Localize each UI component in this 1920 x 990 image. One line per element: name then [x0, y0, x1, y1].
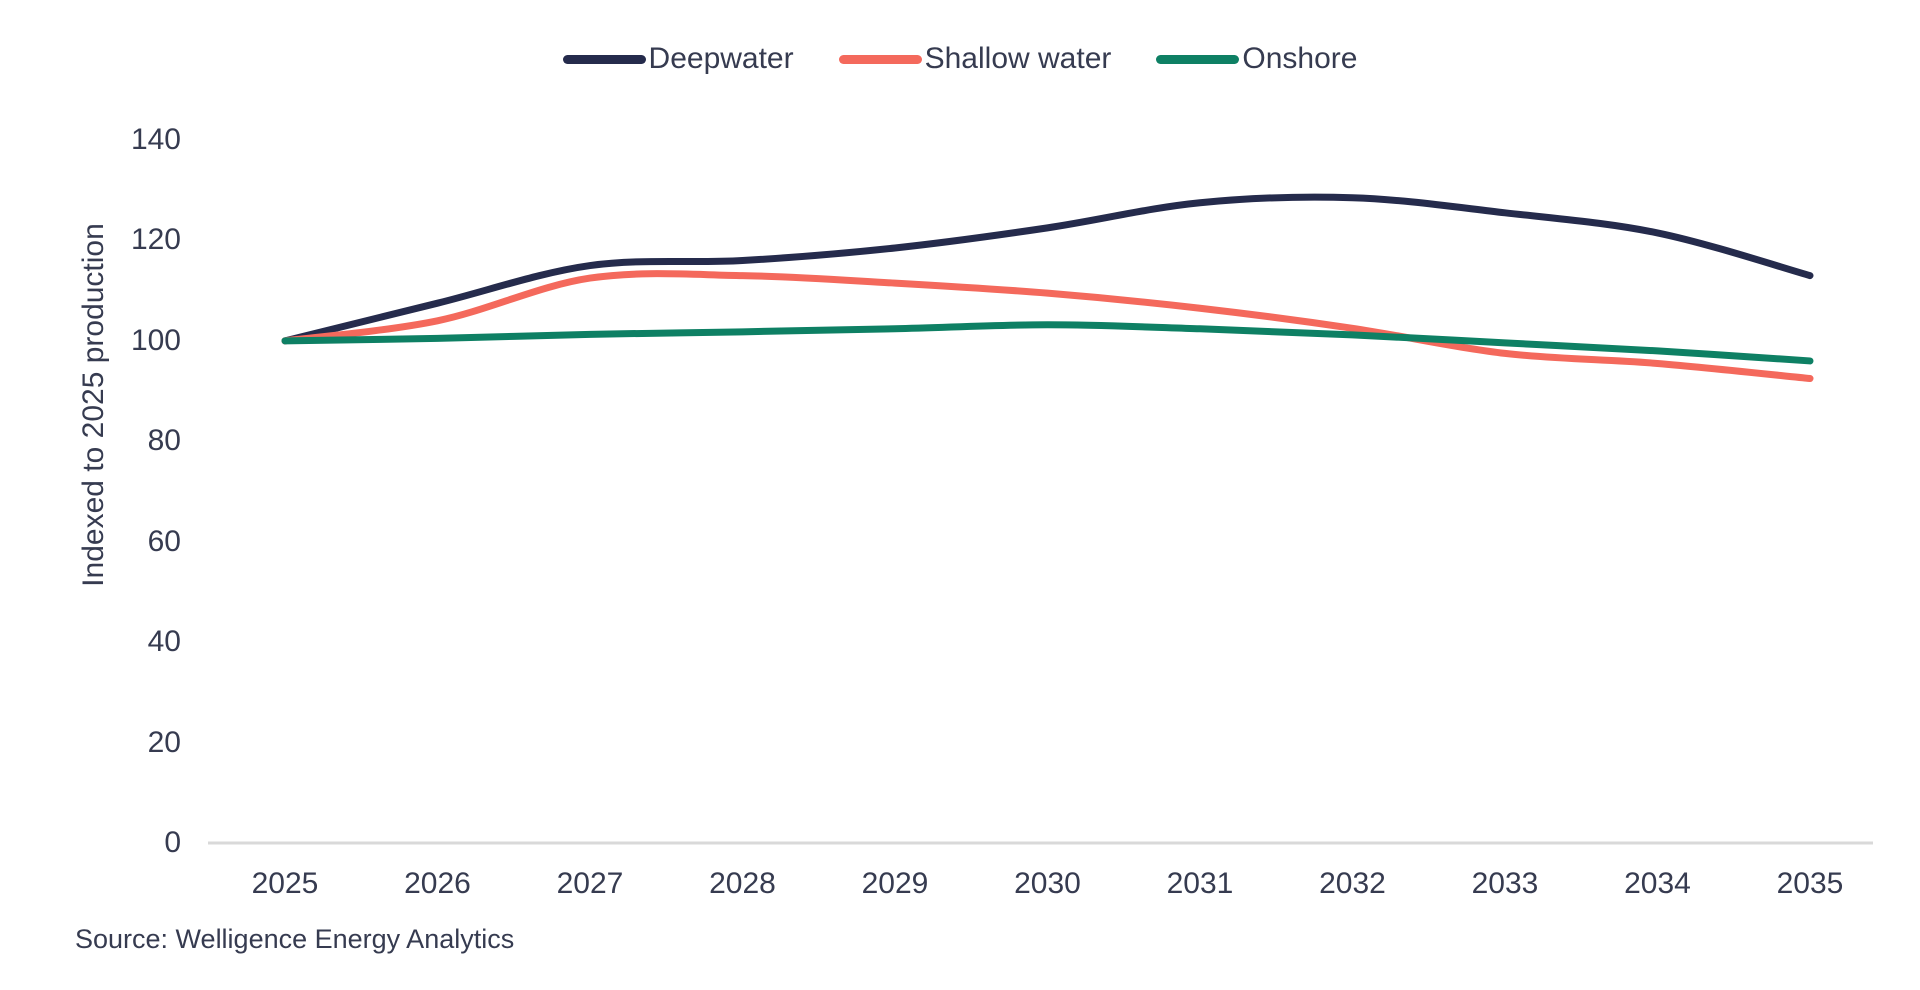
- y-tick-label: 100: [130, 323, 181, 357]
- legend-label-onshore: Onshore: [1242, 42, 1358, 75]
- x-axis-label: 2032: [1319, 867, 1386, 900]
- y-tick-label: 60: [147, 524, 181, 558]
- series-line-shallow-water: [281, 270, 1814, 383]
- legend-swatch-deepwater: [562, 54, 646, 64]
- legend-label-shallow-water: Shallow water: [924, 42, 1112, 75]
- legend-swatch-onshore: [1156, 54, 1240, 64]
- y-tick-label: 120: [130, 223, 181, 257]
- x-axis-label: 2030: [1014, 867, 1081, 900]
- x-axis-label: 2033: [1471, 867, 1539, 900]
- x-axis-label: 2026: [404, 867, 471, 900]
- x-axis-label: 2034: [1624, 867, 1691, 900]
- x-axis-label: 2031: [1166, 867, 1234, 900]
- x-axis-label: 2028: [709, 867, 776, 900]
- y-tick-label: 40: [147, 625, 181, 659]
- x-axis-label: 2035: [1776, 867, 1844, 900]
- legend-swatch-shallow-water: [838, 54, 922, 64]
- chart-legend: Deepwater Shallow water Onshore: [0, 42, 1920, 76]
- legend-item-deepwater: Deepwater: [562, 42, 794, 76]
- legend-item-shallow-water: Shallow water: [838, 42, 1112, 76]
- x-axis-label: 2029: [861, 867, 929, 900]
- y-tick-label: 140: [130, 123, 181, 156]
- series-line-deepwater: [281, 193, 1814, 345]
- legend-label-deepwater: Deepwater: [648, 42, 794, 75]
- series-line-onshore: [281, 321, 1814, 365]
- y-tick-label: 0: [164, 826, 181, 859]
- y-tick-label: 20: [147, 725, 181, 759]
- y-tick-label: 80: [147, 424, 181, 458]
- source-note: Source: Welligence Energy Analytics: [75, 924, 515, 954]
- x-axis-label: 2025: [251, 867, 319, 900]
- legend-item-onshore: Onshore: [1156, 42, 1357, 76]
- x-axis-label: 2027: [556, 867, 624, 900]
